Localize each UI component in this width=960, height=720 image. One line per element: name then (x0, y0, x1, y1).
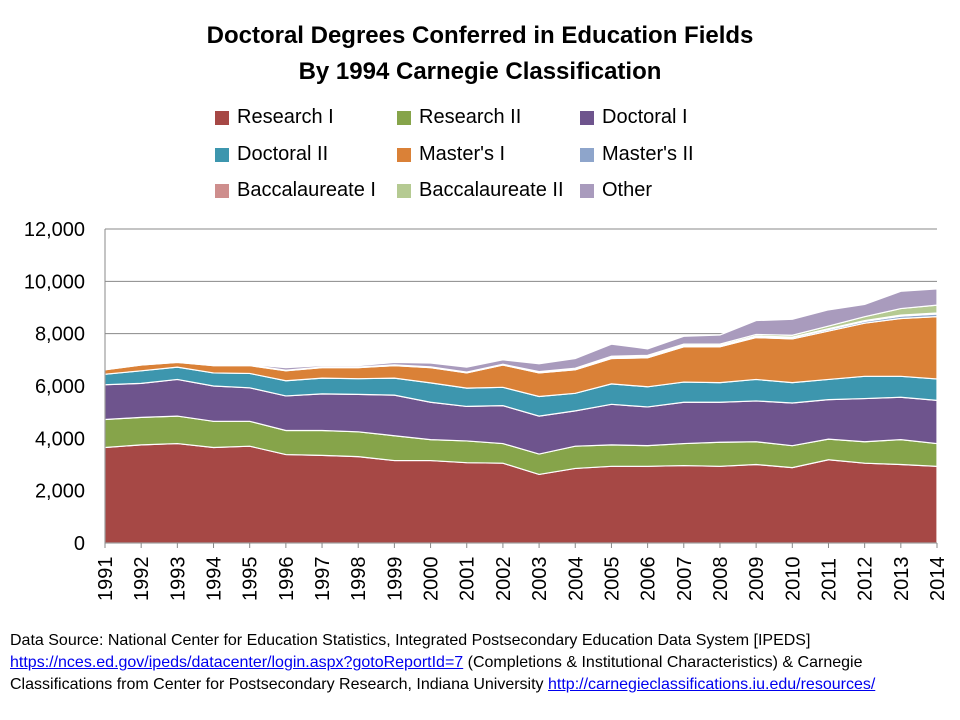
x-tick-label: 2011 (818, 558, 840, 601)
legend-item: Baccalaureate I (215, 179, 376, 202)
legend-label: Master's I (419, 143, 506, 165)
x-tick-label: 2002 (493, 557, 515, 602)
x-tick-label: 1998 (348, 557, 370, 602)
footer: Data Source: National Center for Educati… (10, 630, 955, 696)
legend-item: Master's II (580, 143, 694, 166)
legend-label: Master's II (602, 143, 694, 165)
y-tick-label: 0 (74, 533, 85, 555)
legend-item: Research II (397, 106, 521, 129)
chart-title: Doctoral Degrees Conferred in Education … (206, 22, 754, 49)
x-tick-label: 2008 (710, 557, 732, 602)
legend-item: Research I (215, 106, 334, 129)
x-tick-label: 1992 (131, 557, 153, 602)
x-tick-label: 1999 (384, 557, 406, 602)
legend-swatch (580, 183, 594, 198)
x-tick-label: 2003 (529, 557, 551, 602)
legend-label: Baccalaureate II (419, 179, 564, 201)
x-tick-label: 2006 (638, 557, 660, 602)
x-tick-label: 1991 (95, 557, 117, 602)
legend-swatch (397, 147, 411, 162)
x-tick-label: 2012 (855, 557, 877, 602)
plot-area: 0 2,000 4,000 6,000 8,000 10,000 12,000 1991 199… (24, 219, 949, 602)
x-tick-label: 1994 (204, 557, 226, 602)
y-tick-label: 4,000 (35, 428, 85, 450)
source-text: Data Source: National Center for Educati… (10, 632, 811, 649)
x-tick-label: 1993 (167, 557, 189, 602)
legend-swatch (215, 183, 229, 198)
y-tick-label: 8,000 (35, 324, 85, 346)
x-tick-label: 2004 (565, 557, 587, 602)
x-tick-label: 2000 (421, 557, 443, 602)
x-tick-label: 1996 (276, 557, 298, 602)
legend-item: Other (580, 179, 652, 202)
legend-label: Research I (237, 106, 334, 128)
x-tick-label: 2007 (674, 557, 696, 602)
legend-item: Doctoral II (215, 143, 328, 166)
x-tick-label: 2013 (891, 557, 913, 602)
legend-swatch (215, 110, 229, 125)
x-tick-label: 2005 (601, 557, 623, 602)
y-tick-label: 10,000 (24, 271, 85, 293)
x-tick-label: 2010 (782, 557, 804, 602)
legend-label: Baccalaureate I (237, 179, 376, 201)
x-tick-label: 2001 (457, 557, 479, 602)
x-tick-label: 2009 (746, 557, 768, 602)
legend-swatch (580, 147, 594, 162)
legend-item: Master's I (397, 143, 505, 166)
y-tick-label: 2,000 (35, 481, 85, 503)
x-tick-label: 1997 (312, 557, 334, 602)
x-tick-label: 1995 (240, 557, 262, 602)
legend-swatch (580, 110, 594, 125)
legend-item: Baccalaureate II (397, 179, 564, 202)
legend-label: Research II (419, 106, 522, 128)
legend-swatch (215, 147, 229, 162)
legend-swatch (397, 110, 411, 125)
y-tick-label: 6,000 (35, 376, 85, 398)
source-text-3: Classifications from Center for Postseco… (10, 676, 548, 693)
legend-swatch (397, 183, 411, 198)
y-tick-label: 12,000 (24, 219, 85, 241)
legend-label: Doctoral I (602, 106, 688, 128)
legend-item: Doctoral I (580, 106, 688, 129)
carnegie-link[interactable]: http://carnegieclassifications.iu.edu/re… (548, 676, 876, 693)
area-other (104, 288, 938, 373)
legend-label: Other (602, 179, 653, 201)
source-text-2: (Completions & Institutional Characteris… (463, 654, 863, 671)
chart-subtitle: By 1994 Carnegie Classification (298, 58, 662, 85)
legend-label: Doctoral II (237, 143, 329, 165)
nces-link[interactable]: https://nces.ed.gov/ipeds/datacenter/log… (10, 654, 464, 671)
x-tick-label: 2014 (927, 557, 949, 602)
